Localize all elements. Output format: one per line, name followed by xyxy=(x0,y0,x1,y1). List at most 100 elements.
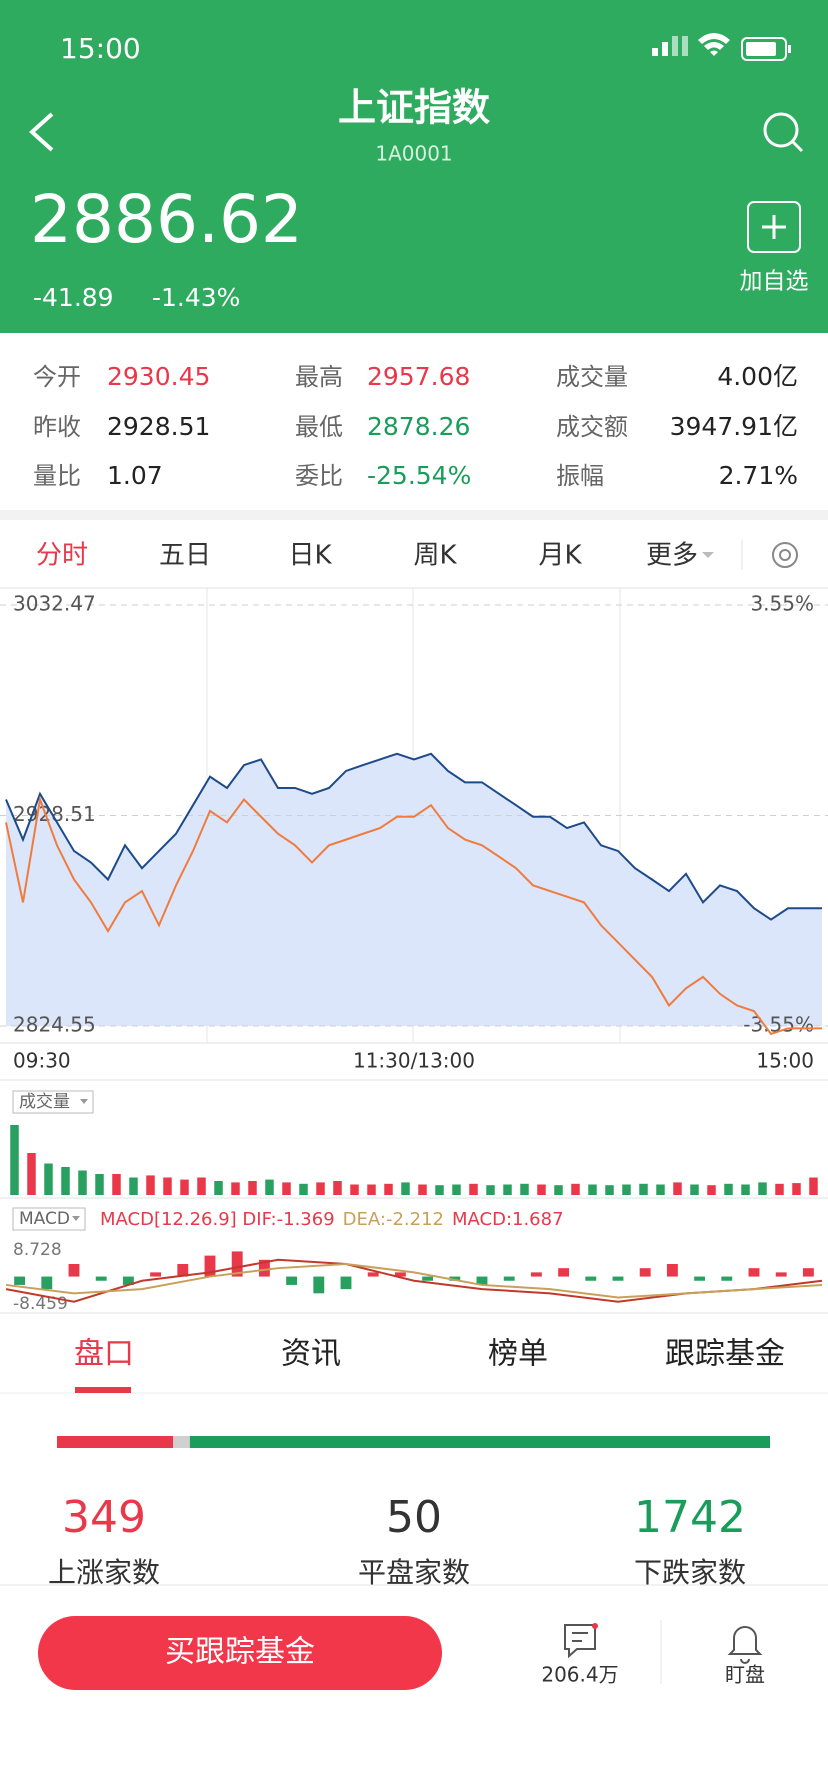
volume-bar xyxy=(27,1153,36,1195)
stat-label: 委比 xyxy=(295,462,343,490)
volume-bar xyxy=(775,1183,784,1195)
volume-bar xyxy=(78,1170,87,1195)
buy-button[interactable] xyxy=(38,1616,442,1690)
y2-tick-label: 3.55% xyxy=(750,592,814,616)
volume-bar xyxy=(61,1167,70,1195)
tab[interactable]: 月K xyxy=(538,541,582,571)
macd-bar xyxy=(258,1259,270,1277)
macd-bar xyxy=(666,1263,678,1277)
macd-legend: MACD[12.26.9] DIF:-1.369 DEA:-2.212 MACD:1… xyxy=(100,1209,564,1230)
label-box[interactable] xyxy=(12,1090,94,1114)
bottom-tab[interactable]: 跟踪基金 xyxy=(665,1337,785,1372)
stat-value: 3947.91亿 xyxy=(670,412,798,441)
buy-button-label: 买跟踪基金 xyxy=(165,1635,315,1670)
macd-bar xyxy=(721,1276,733,1281)
y-tick-label: 3032.47 xyxy=(13,592,96,616)
status-icons xyxy=(652,33,791,61)
breadth-bar xyxy=(173,1436,190,1448)
volume-bar xyxy=(605,1185,614,1195)
bell-icon[interactable] xyxy=(727,1626,763,1664)
add-label: 加自选 xyxy=(740,269,809,295)
bottom-tab[interactable]: 资讯 xyxy=(281,1337,341,1372)
volume-bar xyxy=(809,1177,818,1195)
stat-label: 成交量 xyxy=(556,363,628,391)
bottom-tab[interactable]: 榜单 xyxy=(488,1337,548,1372)
macd-bar xyxy=(367,1272,379,1277)
macd-bar xyxy=(639,1268,651,1277)
title: 上证指数 xyxy=(338,86,490,130)
legend-item: DEA:-2.212 xyxy=(343,1209,444,1230)
macd-bar xyxy=(204,1255,216,1277)
macd-bar xyxy=(476,1276,488,1285)
macd-bar xyxy=(748,1268,760,1277)
breadth-label: 上涨家数 xyxy=(48,1556,160,1589)
tab[interactable]: 周K xyxy=(413,541,457,571)
volume-bar xyxy=(571,1183,580,1195)
volume-bar xyxy=(588,1184,597,1195)
macd-bar xyxy=(612,1276,624,1281)
volume-bar xyxy=(248,1181,257,1195)
breadth-label: 下跌家数 xyxy=(634,1556,746,1589)
stat-label: 昨收 xyxy=(33,413,81,441)
price: 2886.62 xyxy=(30,181,303,258)
stat-value: -25.54% xyxy=(367,461,471,490)
volume-bar xyxy=(724,1183,733,1195)
y-tick-label: 8.728 xyxy=(13,1240,62,1260)
label-box[interactable] xyxy=(12,1207,86,1231)
tab[interactable]: 分时 xyxy=(36,541,88,571)
volume-bar xyxy=(129,1177,138,1195)
separator xyxy=(0,510,828,520)
dropdown-arrow xyxy=(72,1216,80,1221)
comment-count: 206.4万 xyxy=(541,1663,618,1687)
y-tick-label: 2928.51 xyxy=(13,802,96,826)
volume-bar xyxy=(299,1183,308,1195)
tab[interactable]: 五日 xyxy=(159,541,211,571)
volume-bar xyxy=(384,1183,393,1195)
macd-bar xyxy=(340,1276,352,1290)
volume-bar xyxy=(469,1183,478,1195)
stat-label: 振幅 xyxy=(556,462,604,490)
panel-label: MACD xyxy=(19,1209,70,1229)
dropdown-arrow xyxy=(80,1099,88,1104)
add-button[interactable] xyxy=(747,201,801,253)
stat-label: 最低 xyxy=(295,413,343,441)
macd-bar xyxy=(95,1276,107,1281)
volume-bar xyxy=(95,1174,104,1195)
tab[interactable]: 更多 xyxy=(646,541,698,571)
volume-bar xyxy=(231,1182,240,1195)
macd-bar xyxy=(286,1276,298,1285)
macd-bar xyxy=(449,1276,461,1281)
status-time: 15:00 xyxy=(60,32,141,65)
macd-bar xyxy=(422,1276,434,1281)
header-bg xyxy=(0,0,828,333)
settings-button[interactable] xyxy=(772,542,798,568)
legend-item: MACD:1.687 xyxy=(452,1209,564,1230)
bottom-tab[interactable]: 盘口 xyxy=(74,1337,134,1372)
stat-label: 今开 xyxy=(33,363,81,391)
volume-bar xyxy=(44,1163,53,1195)
macd-bar xyxy=(41,1276,53,1290)
volume-bar xyxy=(758,1182,767,1195)
y-tick-label: 2824.55 xyxy=(13,1013,96,1037)
search-button[interactable] xyxy=(763,112,804,153)
macd-bar xyxy=(694,1276,706,1281)
x-tick-label: 09:30 xyxy=(13,1049,71,1073)
volume-bar xyxy=(10,1125,19,1195)
y2-tick-label: -3.55% xyxy=(743,1013,814,1037)
legend-item: MACD[12.26.9] DIF:-1.369 xyxy=(100,1209,335,1230)
volume-bar xyxy=(707,1185,716,1195)
volume-bar xyxy=(486,1185,495,1195)
volume-bar xyxy=(520,1183,529,1195)
line xyxy=(5,795,822,1036)
volume-bar xyxy=(316,1182,325,1195)
volume-bar xyxy=(367,1184,376,1195)
breadth-bar xyxy=(189,1436,771,1448)
breadth-count: 1742 xyxy=(634,1492,746,1543)
volume-bar xyxy=(418,1184,427,1195)
tab[interactable]: 日K xyxy=(288,541,332,571)
x-tick-label: 15:00 xyxy=(756,1049,814,1073)
stat-value: 2928.51 xyxy=(107,412,210,441)
back-button[interactable] xyxy=(29,112,54,152)
volume-bar xyxy=(350,1184,359,1195)
macd-bar xyxy=(177,1263,189,1277)
